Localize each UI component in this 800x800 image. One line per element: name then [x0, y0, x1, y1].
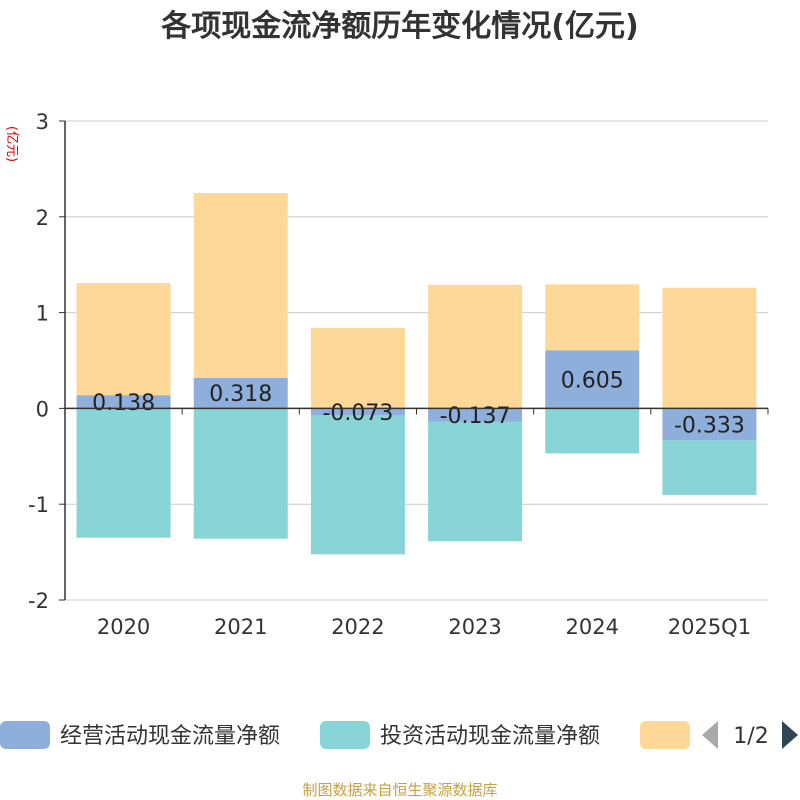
x-tick-label: 2022 — [331, 615, 384, 639]
bar-series-0-2023[interactable] — [428, 408, 523, 422]
legend-label[interactable]: 投资活动现金流量净额 — [380, 724, 600, 749]
x-tick-label: 2023 — [448, 615, 501, 639]
legend-next-icon[interactable] — [782, 721, 798, 749]
legend-swatch[interactable] — [320, 721, 370, 749]
bar-series-1-2022[interactable] — [310, 415, 405, 555]
bar-series-0-2025Q1[interactable] — [662, 408, 757, 441]
y-tick-label: -1 — [28, 493, 49, 517]
legend-page-indicator: 1/2 — [733, 724, 768, 749]
bar-series-2-2025Q1[interactable] — [662, 287, 757, 409]
bar-series-0-2024[interactable] — [545, 350, 640, 409]
data-label: -0.073 — [322, 401, 393, 426]
bar-series-2-2023[interactable] — [428, 284, 523, 409]
x-tick-label: 2025Q1 — [668, 615, 751, 639]
data-label: 0.138 — [92, 391, 155, 416]
data-label: -0.333 — [674, 413, 745, 438]
y-tick-label: -2 — [28, 589, 49, 613]
axes: -2 -1 0 1 2 3 2020 2021 2022 2023 2024 2025Q1 — [28, 110, 769, 639]
bar-series-1-2020[interactable] — [76, 408, 171, 538]
data-label: 0.318 — [209, 382, 272, 407]
y-tick-label: 0 — [36, 397, 49, 421]
y-tick-label: 1 — [36, 302, 49, 326]
chart-title: 各项现金流净额历年变化情况(亿元) — [160, 9, 638, 44]
x-tick-label: 2020 — [97, 615, 150, 639]
y-axis-label: (亿元) — [4, 126, 19, 162]
bar-series-0-2021[interactable] — [193, 377, 288, 409]
bar-series-1-2021[interactable] — [193, 408, 288, 539]
bar-series-2-2021[interactable] — [193, 193, 288, 378]
bar-series-1-2025Q1[interactable] — [662, 440, 757, 495]
bar-series-0-2020[interactable] — [76, 395, 171, 409]
bar-series-1-2024[interactable] — [545, 408, 640, 454]
legend-prev-icon[interactable] — [702, 721, 718, 749]
data-label: 0.605 — [561, 368, 624, 393]
x-tick-label: 2021 — [214, 615, 267, 639]
legend-swatch[interactable] — [0, 721, 50, 749]
y-tick-label: 2 — [36, 206, 49, 230]
legend-swatch[interactable] — [640, 721, 690, 749]
bar-series-1-2023[interactable] — [428, 421, 523, 542]
legend-label[interactable]: 经营活动现金流量净额 — [60, 724, 280, 749]
x-tick-label: 2024 — [566, 615, 619, 639]
legend[interactable]: 经营活动现金流量净额 投资活动现金流量净额 1/2 — [0, 721, 798, 749]
bar-series-0-2022[interactable] — [310, 408, 405, 416]
bar-series-2-2024[interactable] — [545, 284, 640, 351]
bar-series-2-2020[interactable] — [76, 283, 171, 396]
source-note: 制图数据来自恒生聚源数据库 — [302, 781, 497, 799]
bar-series-2-2022[interactable] — [310, 327, 405, 409]
y-tick-label: 3 — [36, 110, 49, 134]
